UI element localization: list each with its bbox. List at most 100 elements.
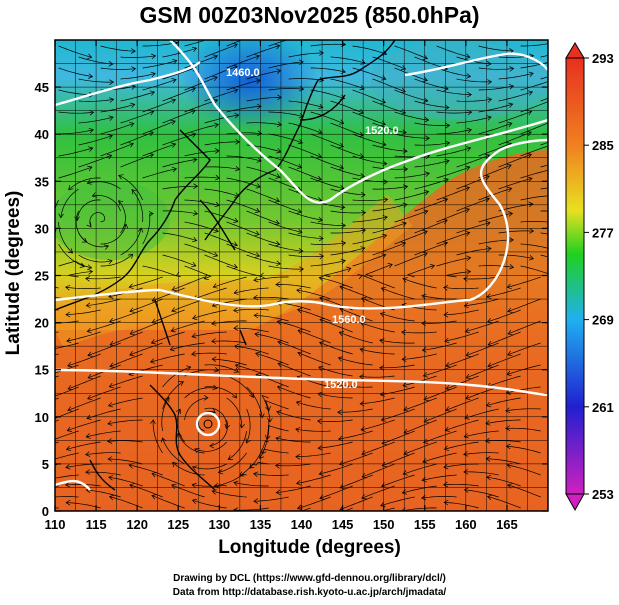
streamline: [86, 489, 121, 498]
streamline: [486, 287, 521, 298]
streamline: [184, 55, 218, 69]
streamline: [506, 364, 541, 375]
streamline-arrow: [88, 146, 94, 152]
streamline-arrow: [318, 103, 324, 110]
streamline: [414, 78, 449, 90]
streamline: [394, 111, 429, 121]
streamline: [444, 331, 479, 342]
streamline-arrow: [233, 307, 239, 313]
streamline: [478, 67, 514, 70]
streamline: [226, 79, 261, 91]
streamline-arrow: [65, 311, 71, 318]
streamline-arrow: [379, 338, 385, 344]
streamline: [414, 142, 450, 146]
streamline-arrow: [484, 174, 490, 181]
streamline: [463, 276, 499, 280]
streamline-arrow: [259, 272, 265, 279]
streamline: [55, 320, 79, 324]
streamline: [478, 265, 514, 268]
streamline: [264, 399, 289, 411]
streamline-arrow: [337, 409, 343, 416]
streamline: [446, 271, 471, 278]
streamline: [152, 419, 163, 454]
streamline-arrow: [254, 252, 261, 258]
streamline: [58, 129, 94, 135]
streamline-arrow: [149, 90, 156, 96]
streamline: [100, 224, 127, 245]
streamline: [372, 203, 407, 212]
streamline: [151, 495, 185, 509]
streamline: [456, 78, 492, 83]
colorbar-tick-label: 293: [592, 51, 614, 66]
streamline-arrow: [527, 90, 534, 96]
streamline: [129, 464, 163, 476]
streamline-arrow: [211, 302, 217, 308]
streamline-arrow: [129, 350, 135, 357]
streamline: [142, 265, 177, 277]
streamline-arrow: [91, 192, 98, 198]
streamline: [338, 430, 373, 440]
streamline-arrow: [554, 272, 559, 277]
streamline: [381, 430, 415, 445]
streamline-arrow: [338, 119, 345, 125]
streamline: [456, 175, 490, 190]
streamline: [540, 164, 548, 168]
streamline: [239, 461, 269, 477]
streamline: [107, 440, 143, 443]
streamline: [65, 286, 101, 289]
streamline-arrow: [26, 451, 31, 456]
streamline-arrow: [191, 261, 197, 268]
streamline-arrow: [275, 43, 281, 50]
streamline: [436, 147, 471, 157]
streamline: [380, 496, 415, 507]
streamline-arrow: [212, 75, 218, 82]
streamline: [422, 474, 457, 481]
streamline: [319, 463, 353, 475]
streamline-arrow: [402, 277, 408, 283]
streamline-arrow: [528, 255, 535, 261]
y-tick-label: 35: [35, 174, 49, 189]
streamline-arrow: [151, 471, 157, 478]
streamline-arrow: [191, 46, 198, 53]
streamline: [361, 441, 395, 455]
streamline: [540, 210, 548, 212]
streamline-arrow: [318, 235, 324, 242]
streamline: [445, 353, 479, 367]
streamline-arrow: [26, 406, 31, 411]
streamline-arrow: [320, 517, 325, 522]
streamline: [129, 484, 163, 498]
streamline-arrow: [442, 197, 449, 204]
streamline-arrow: [298, 248, 304, 254]
streamline-arrow: [275, 489, 281, 496]
streamline-arrow: [466, 146, 472, 152]
streamline: [360, 322, 395, 333]
streamline: [194, 441, 227, 452]
streamline-arrow: [485, 456, 491, 462]
lat-lon-grid: [55, 40, 548, 511]
streamline: [259, 448, 289, 459]
streamline: [330, 122, 364, 137]
streamline-arrow: [107, 259, 113, 265]
streamline: [78, 135, 113, 146]
streamline-arrow: [425, 135, 430, 141]
streamline-arrow: [486, 293, 492, 300]
streamline-arrow: [232, 241, 238, 247]
streamline: [184, 243, 218, 257]
streamline: [352, 67, 386, 80]
streamline-arrow: [256, 103, 262, 110]
streamline: [318, 366, 353, 377]
streamline: [330, 210, 366, 214]
streamline: [213, 276, 247, 288]
streamline: [288, 210, 323, 221]
streamline: [234, 345, 269, 355]
streamline: [319, 342, 353, 355]
streamline: [464, 298, 499, 307]
streamline: [394, 210, 428, 223]
streamline-arrow: [191, 132, 197, 138]
streamline-arrow: [66, 337, 72, 344]
streamline-arrow: [463, 302, 469, 309]
streamline: [352, 133, 386, 146]
streamline: [540, 141, 548, 146]
streamline: [66, 441, 101, 450]
streamline: [87, 386, 121, 400]
